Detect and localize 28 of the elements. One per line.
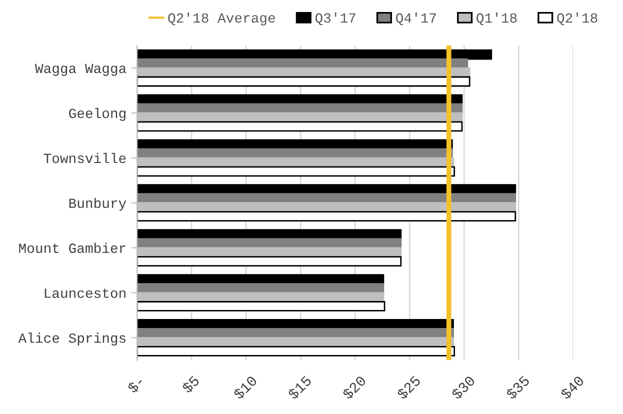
x-tick-label: $- (126, 376, 145, 394)
bar (137, 211, 516, 222)
bar (137, 301, 386, 312)
y-tick-label: Townsville (44, 152, 126, 164)
bar (137, 346, 456, 356)
y-tick-label: Alice Springs (18, 332, 126, 346)
bar (137, 121, 463, 132)
x-tick-label: $25 (396, 374, 422, 400)
y-tick-label: Geelong (69, 108, 126, 121)
x-tick-label: $15 (286, 374, 313, 400)
legend-label: Q4'17 (396, 12, 436, 26)
legend-label: Q2'18 Average (168, 12, 275, 26)
y-tick-label: Launceston (44, 288, 126, 298)
legend-label: Q2'18 (557, 12, 598, 26)
x-tick-label: $40 (559, 374, 586, 400)
x-tick-label: $35 (504, 374, 531, 400)
legend-label: Q1'18 (476, 12, 517, 26)
y-tick-label: Mount Gambier (19, 242, 126, 253)
x-tick-label: $10 (232, 374, 258, 400)
x-tick-label: $30 (450, 374, 476, 400)
x-tick-label: $5 (180, 374, 200, 394)
y-tick-label: Bunbury (69, 198, 126, 211)
bar (137, 256, 402, 266)
x-tick-label: $20 (341, 374, 368, 400)
y-tick-label: Wagga Wagga (34, 64, 126, 76)
legend-label: Q3'17 (315, 12, 356, 26)
bar (137, 76, 470, 87)
bar (137, 166, 456, 177)
